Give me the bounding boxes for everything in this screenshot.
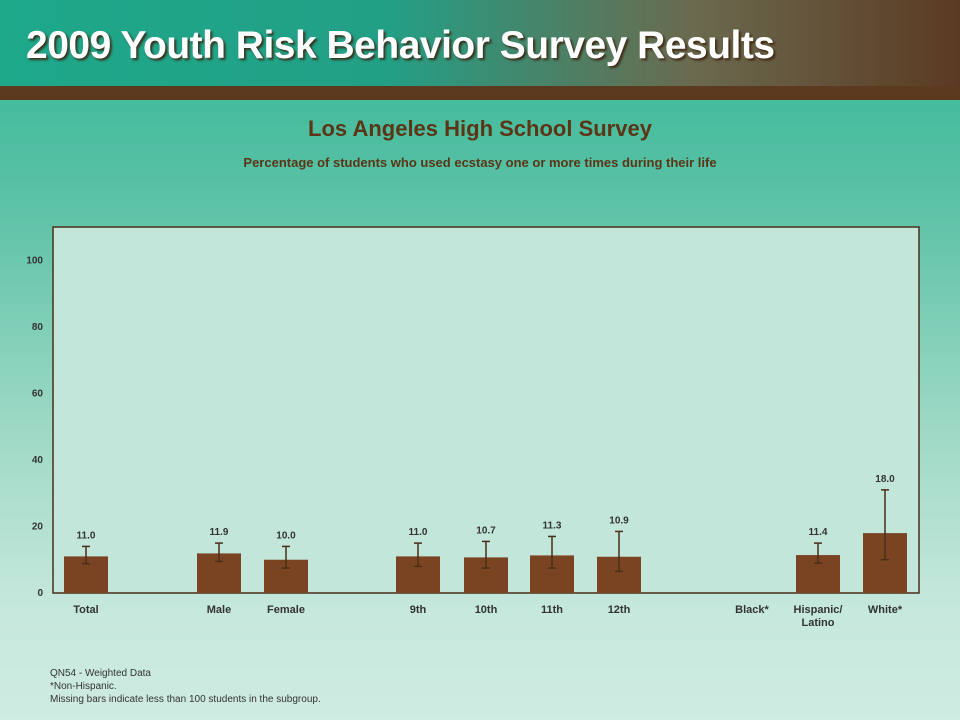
x-tick-label: 12th: [608, 604, 631, 616]
footnote-missing-bars: Missing bars indicate less than 100 stud…: [50, 694, 321, 705]
data-label: 11.3: [543, 520, 562, 531]
data-label: 10.0: [276, 530, 296, 541]
x-tick-label: 11th: [541, 604, 563, 616]
data-label: 11.9: [210, 527, 229, 538]
data-label: 10.9: [609, 515, 629, 526]
header-divider: [0, 86, 960, 100]
footnote-data-source: QN54 - Weighted Data: [50, 668, 151, 679]
x-tick-label: Hispanic/: [794, 604, 843, 616]
header-title: 2009 Youth Risk Behavior Survey Results: [26, 24, 775, 67]
x-tick-label: Latino: [802, 617, 835, 629]
data-label: 11.0: [409, 527, 428, 538]
x-tick-label: 9th: [410, 604, 427, 616]
x-tick-label: White*: [868, 604, 903, 616]
header-banner: 2009 Youth Risk Behavior Survey Results: [0, 0, 960, 86]
footnote-non-hispanic: *Non-Hispanic.: [50, 681, 117, 692]
chart-subtitle: Percentage of students who used ecstasy …: [243, 155, 717, 170]
y-tick-label: 40: [32, 455, 44, 466]
x-tick-label: Female: [267, 604, 305, 616]
x-tick-label: Total: [73, 604, 98, 616]
x-tick-label: Male: [207, 604, 231, 616]
chart-title: Los Angeles High School Survey: [308, 116, 652, 141]
data-label: 11.4: [809, 527, 828, 538]
data-label: 18.0: [875, 474, 895, 485]
y-tick-label: 80: [32, 322, 44, 333]
footnotes: QN54 - Weighted Data *Non-Hispanic. Miss…: [50, 667, 321, 706]
x-tick-label: Black*: [735, 604, 769, 616]
y-tick-label: 100: [26, 255, 43, 266]
y-tick-label: 60: [32, 388, 44, 399]
plot-area: [52, 226, 920, 594]
data-label: 10.7: [476, 525, 496, 536]
data-label: 11.0: [77, 530, 96, 541]
y-tick-label: 0: [37, 588, 43, 599]
x-tick-label: 10th: [475, 604, 498, 616]
y-tick-label: 20: [32, 521, 44, 532]
